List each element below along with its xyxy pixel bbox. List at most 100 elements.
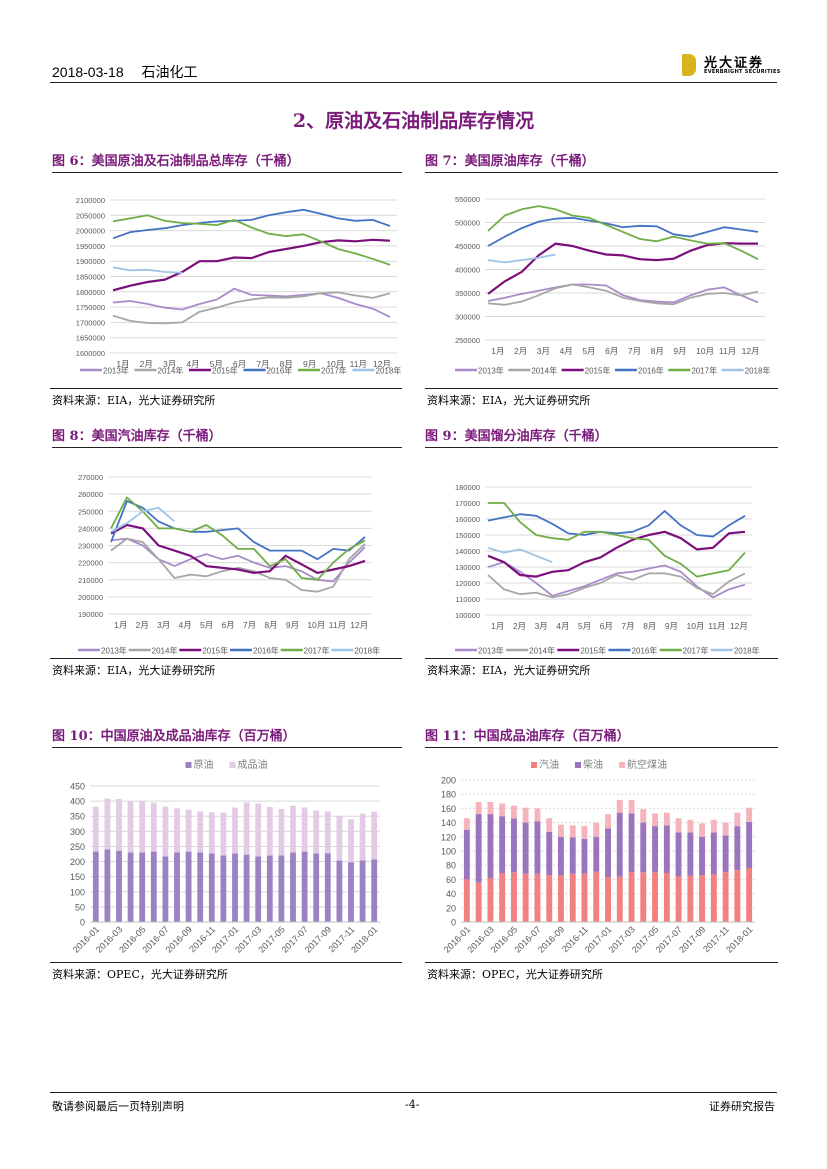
y-tick-label: 200 bbox=[441, 776, 456, 786]
legend-label: 2017年 bbox=[321, 366, 347, 376]
x-tick-label: 9月 bbox=[286, 620, 299, 630]
bar-segment-成品油 bbox=[220, 812, 227, 856]
footer-disclaimer: 敬请参阅最后一页特别声明 bbox=[52, 1100, 184, 1113]
x-tick-label: 2月 bbox=[514, 346, 527, 356]
figure-10: 图 10：中国原油及成品油库存（百万桶） 0 50 100 150 200 250 300 3… bbox=[52, 725, 402, 973]
source-divider bbox=[50, 388, 402, 389]
bar-segment-成品油 bbox=[174, 808, 180, 853]
legend-swatch bbox=[619, 762, 625, 768]
bar-segment-成品油 bbox=[336, 815, 343, 861]
bar-segment-柴油 bbox=[675, 832, 682, 877]
bar-segment-汽油 bbox=[522, 873, 529, 922]
bar-segment-汽油 bbox=[616, 876, 623, 922]
bar-segment-汽油 bbox=[499, 873, 506, 922]
series-line-2015 bbox=[487, 530, 746, 578]
bar-segment-原油 bbox=[127, 852, 134, 922]
x-tick-label: 6月 bbox=[600, 621, 613, 631]
logo-mark-icon bbox=[682, 54, 696, 76]
bar-segment-成品油 bbox=[278, 809, 285, 856]
bar-segment-成品油 bbox=[313, 810, 320, 854]
bar-segment-成品油 bbox=[139, 801, 146, 853]
x-tick-label: 8月 bbox=[280, 359, 293, 369]
x-tick-label: 11月 bbox=[708, 621, 725, 631]
bar-segment-原油 bbox=[139, 852, 146, 922]
y-tick-label: 210000 bbox=[78, 576, 103, 585]
bar-segment-航空煤油 bbox=[628, 799, 635, 814]
bar-segment-汽油 bbox=[652, 872, 658, 922]
bar-segment-航空煤油 bbox=[511, 805, 517, 819]
legend-label: 2013年 bbox=[101, 646, 127, 656]
bar-segment-柴油 bbox=[652, 826, 658, 873]
x-tick-label: 10月 bbox=[687, 621, 705, 631]
x-tick-label: 12月 bbox=[742, 346, 760, 356]
bar-segment-柴油 bbox=[546, 831, 553, 876]
y-tick-label: 180 bbox=[441, 790, 456, 800]
bar-segment-航空煤油 bbox=[722, 822, 729, 836]
bar-segment-汽油 bbox=[746, 868, 753, 922]
source-divider bbox=[425, 962, 778, 963]
y-tick-label: 250000 bbox=[455, 336, 480, 345]
figure-title-divider bbox=[52, 172, 402, 173]
legend-label: 航空煤油 bbox=[627, 758, 667, 771]
bar-segment-原油 bbox=[359, 860, 366, 922]
y-tick-label: 1950000 bbox=[76, 242, 105, 251]
report-date: 2018-03-18 bbox=[52, 64, 124, 80]
bar-segment-柴油 bbox=[722, 835, 729, 873]
bar-segment-汽油 bbox=[463, 879, 470, 922]
bar-segment-柴油 bbox=[522, 822, 529, 874]
bar-segment-原油 bbox=[185, 851, 192, 922]
source-divider bbox=[50, 962, 402, 963]
bar-segment-柴油 bbox=[558, 836, 564, 876]
bar-segment-原油 bbox=[220, 855, 227, 922]
x-tick-label: 6月 bbox=[605, 346, 618, 356]
series-line-2014 bbox=[112, 291, 391, 325]
bar-segment-原油 bbox=[301, 851, 308, 922]
y-tick-label: 120000 bbox=[455, 579, 480, 588]
source-divider bbox=[425, 388, 778, 389]
header-divider bbox=[50, 82, 777, 83]
bar-segment-航空煤油 bbox=[652, 813, 658, 827]
y-tick-label: 230000 bbox=[78, 542, 103, 551]
x-tick-label: 9月 bbox=[673, 346, 686, 356]
legend-label: 2018年 bbox=[734, 646, 760, 656]
bar-segment-汽油 bbox=[722, 872, 729, 922]
legend-label: 2018年 bbox=[354, 646, 380, 656]
bar-segment-成品油 bbox=[324, 811, 331, 854]
y-tick-label: 200000 bbox=[78, 593, 103, 602]
y-tick-label: 160 bbox=[441, 804, 456, 814]
bar-segment-航空煤油 bbox=[710, 819, 717, 833]
bar-segment-航空煤油 bbox=[746, 807, 753, 822]
y-tick-label: 130000 bbox=[455, 563, 480, 572]
company-logo: 光大证券 EVERBRIGHT SECURITIES bbox=[682, 52, 782, 80]
bar-segment-原油 bbox=[266, 855, 273, 922]
bar-segment-汽油 bbox=[581, 873, 588, 922]
y-tick-label: 120 bbox=[441, 832, 456, 842]
bar-segment-汽油 bbox=[628, 872, 635, 922]
y-tick-label: 1850000 bbox=[76, 273, 105, 282]
source-divider bbox=[50, 658, 402, 659]
y-tick-label: 0 bbox=[80, 918, 85, 928]
bar-segment-柴油 bbox=[663, 825, 670, 873]
legend-label: 成品油 bbox=[238, 758, 268, 771]
y-tick-label: 0 bbox=[451, 918, 456, 928]
y-tick-label: 240000 bbox=[78, 524, 103, 533]
bar-segment-汽油 bbox=[687, 875, 694, 922]
figure-7: 图 7：美国原油库存（千桶） 250000 300000 350000 400000 4… bbox=[425, 150, 778, 378]
bar-segment-成品油 bbox=[92, 806, 99, 852]
y-tick-label: 80 bbox=[446, 861, 456, 871]
legend-label: 2015年 bbox=[585, 366, 611, 376]
series-line-2017 bbox=[110, 496, 366, 581]
y-tick-label: 190000 bbox=[78, 610, 103, 619]
figure-title: 图 11：中国成品油库存（百万桶） bbox=[425, 729, 630, 744]
bar-segment-航空煤油 bbox=[616, 799, 623, 813]
series-line-2017 bbox=[487, 205, 759, 261]
figure-title: 图 9：美国馏分油库存（千桶） bbox=[425, 429, 608, 444]
legend-label: 2013年 bbox=[478, 366, 504, 376]
legend-label: 2015年 bbox=[212, 366, 238, 376]
bar-segment-原油 bbox=[371, 859, 378, 922]
bar-segment-原油 bbox=[116, 850, 122, 922]
y-tick-label: 2000000 bbox=[76, 227, 105, 236]
y-tick-label: 350000 bbox=[455, 289, 480, 298]
bar-segment-汽油 bbox=[663, 873, 670, 922]
bar-segment-航空煤油 bbox=[675, 818, 682, 833]
